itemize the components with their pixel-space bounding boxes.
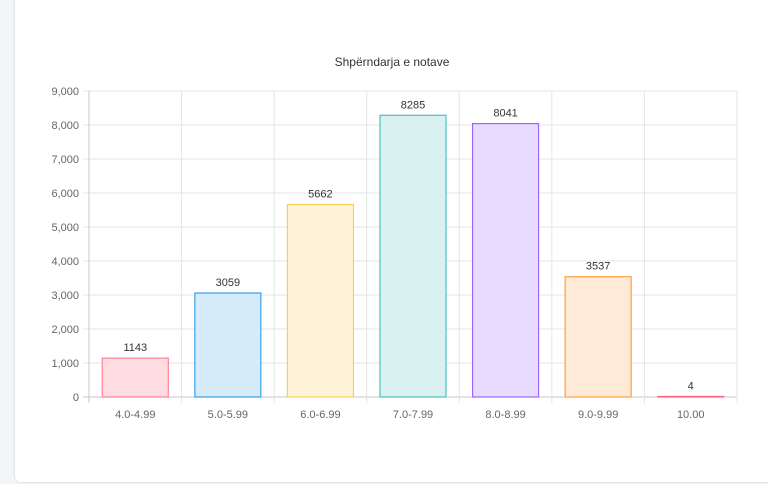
bars	[101, 114, 725, 398]
bar-9.0-9.99[interactable]	[564, 276, 632, 398]
y-tick-label: 5,000	[51, 222, 79, 234]
y-tick-label: 0	[73, 392, 79, 404]
y-tick-label: 8,000	[51, 120, 79, 132]
bar-8.0-8.99[interactable]	[471, 123, 540, 398]
x-tick-label: 9.0-9.99	[578, 409, 618, 421]
data-label: 3537	[586, 261, 610, 273]
x-tick-label: 10.00	[677, 409, 705, 421]
y-tick-label: 2,000	[51, 324, 79, 336]
x-tick-label: 4.0-4.99	[115, 409, 155, 421]
chart-title: Shpërndarja e notave	[335, 55, 450, 69]
bar-7.0-7.99[interactable]	[379, 114, 447, 398]
y-tick-label: 9,000	[51, 86, 79, 98]
data-label: 8041	[493, 108, 517, 120]
x-tick-label: 5.0-5.99	[208, 409, 248, 421]
x-axis: 4.0-4.99 5.0-5.99 6.0-6.99 7.0-7.99 8.0-8.99…	[115, 409, 704, 421]
y-tick-label: 6,000	[51, 188, 79, 200]
bar-10.00[interactable]	[657, 395, 725, 398]
y-tick-label: 4,000	[51, 256, 79, 268]
y-tick-label: 7,000	[51, 154, 79, 166]
x-tick-label: 7.0-7.99	[393, 409, 433, 421]
bar-4.0-4.99[interactable]	[101, 357, 169, 398]
data-label: 4	[688, 381, 694, 393]
data-label: 8285	[401, 99, 425, 111]
data-label: 1143	[123, 342, 147, 354]
y-tick-label: 3,000	[51, 290, 79, 302]
bar-6.0-6.99[interactable]	[286, 203, 355, 398]
y-axis: 0 1,000 2,000 3,000 4,000 5,000 6,000 7,000 8,00…	[51, 86, 79, 404]
data-label: 3059	[216, 277, 240, 289]
bar-5.0-5.99[interactable]	[194, 292, 262, 398]
x-tick-label: 8.0-8.99	[485, 409, 525, 421]
y-tick-label: 1,000	[51, 358, 79, 370]
x-tick-label: 6.0-6.99	[300, 409, 340, 421]
data-label: 5662	[308, 188, 332, 200]
data-labels: 1143 3059 5662 8285 8041 3537 4	[123, 99, 693, 392]
